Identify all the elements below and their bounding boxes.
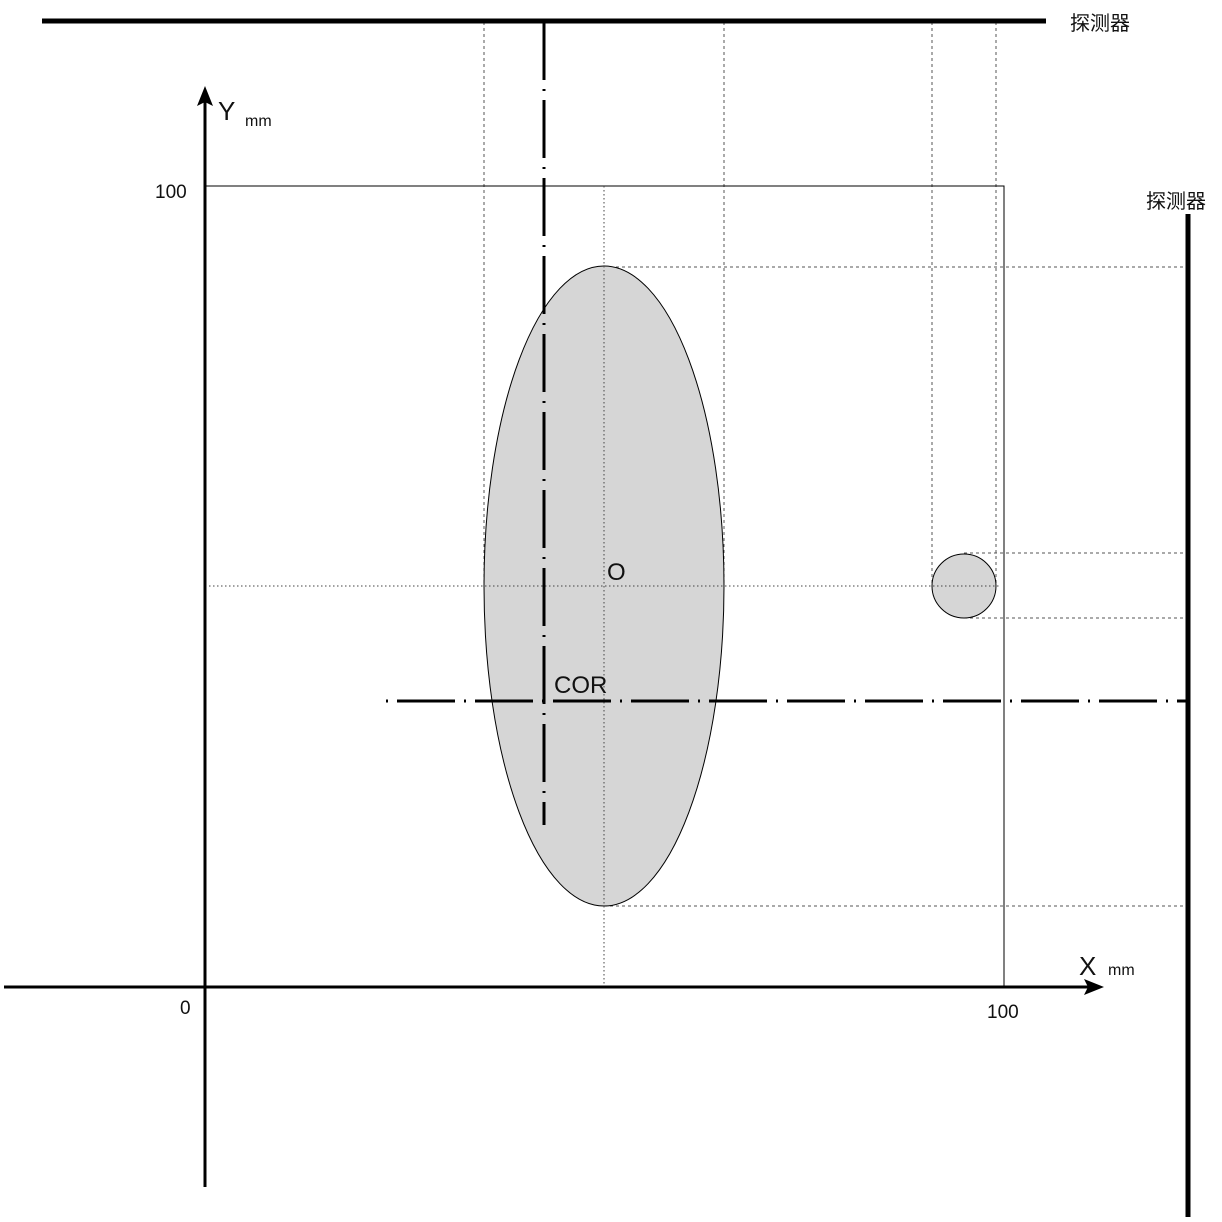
y-axis-unit: mm: [245, 113, 272, 130]
object-center-lines: [205, 186, 1000, 987]
cor-label: COR: [554, 672, 607, 699]
top-detector-label: 探测器: [1070, 11, 1130, 35]
y-axis-arrowhead: [197, 86, 213, 106]
y-axis-letter: Y: [218, 96, 235, 126]
x-axis-max-tick: 100: [987, 1002, 1019, 1023]
origin-label: 0: [180, 998, 191, 1019]
x-axis-letter: X: [1079, 951, 1096, 981]
right-projection-lines: [604, 266, 1188, 907]
circle-object: [931, 553, 997, 619]
right-detector-label: 探测器: [1146, 189, 1206, 213]
y-axis-max-tick: 100: [155, 182, 187, 203]
coordinate-axes: [4, 100, 1090, 1187]
rotation-axes: [386, 22, 1188, 825]
top-projection-lines: [483, 22, 997, 587]
x-axis-unit: mm: [1108, 962, 1135, 979]
object-center-label: O: [607, 559, 626, 586]
x-axis-arrowhead: [1084, 979, 1104, 995]
